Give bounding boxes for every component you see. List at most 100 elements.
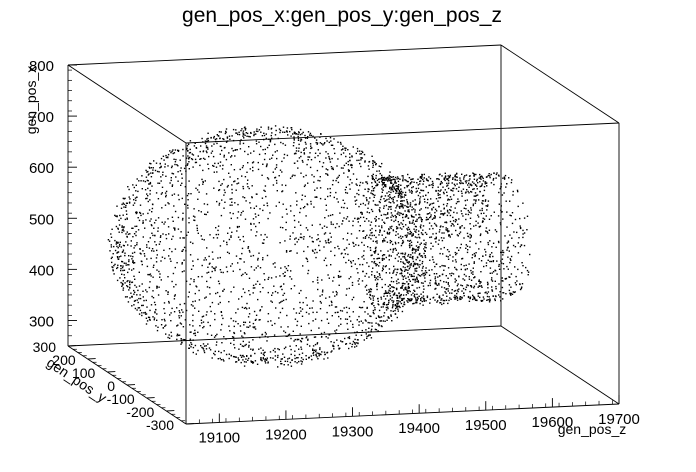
data-point-sphere-2104 — [327, 188, 328, 189]
data-point-sphere-1113 — [394, 310, 395, 311]
data-point-cylinder-90 — [478, 281, 479, 282]
data-point-sphere-293 — [150, 275, 151, 276]
data-point-cylinder-381 — [384, 231, 385, 232]
data-point-sphere-428 — [240, 148, 241, 149]
data-point-cylinder-1085 — [381, 178, 382, 179]
data-point-cylinder-462 — [430, 280, 431, 281]
data-point-sphere-1901 — [227, 271, 228, 272]
data-point-cylinder-1041 — [520, 289, 521, 290]
data-point-sphere-1837 — [259, 337, 260, 338]
data-point-cylinder-900 — [405, 235, 406, 236]
data-point-sphere-1546 — [327, 319, 328, 320]
data-point-cylinder-825 — [446, 185, 447, 186]
data-point-sphere-813 — [340, 340, 341, 341]
data-point-cylinder-1463 — [402, 283, 403, 284]
data-point-sphere-830 — [126, 214, 127, 215]
data-point-cylinder-1215 — [469, 241, 470, 242]
data-point-sphere-1937 — [384, 312, 385, 313]
data-point-sphere-1596 — [356, 331, 357, 332]
data-point-sphere-1723 — [336, 165, 337, 166]
data-point-sphere-2208 — [216, 143, 217, 144]
data-point-sphere-608 — [213, 143, 214, 144]
data-point-sphere-1625 — [151, 185, 152, 186]
data-point-cylinder-1339 — [443, 208, 444, 209]
data-point-sphere-2030 — [121, 274, 122, 275]
data-point-sphere-35 — [291, 288, 292, 289]
data-point-cylinder-1222 — [501, 262, 502, 263]
data-point-sphere-1465 — [150, 172, 151, 173]
data-point-cylinder-1408 — [446, 282, 447, 283]
data-point-sphere-1502 — [188, 232, 189, 233]
data-point-cylinder-1284 — [482, 183, 483, 184]
data-point-sphere-2464 — [300, 360, 301, 361]
data-point-sphere-1950 — [175, 159, 176, 160]
data-point-sphere-1905 — [333, 180, 334, 181]
data-point-cylinder-842 — [456, 203, 457, 204]
data-point-sphere-1421 — [280, 227, 281, 228]
data-point-sphere-2149 — [182, 149, 183, 150]
data-point-sphere-1567 — [113, 273, 114, 274]
data-point-sphere-203 — [334, 330, 335, 331]
data-point-sphere-725 — [136, 197, 137, 198]
data-point-sphere-2099 — [324, 352, 325, 353]
data-point-cylinder-195 — [383, 187, 384, 188]
data-point-sphere-1776 — [399, 273, 400, 274]
data-point-cylinder-202 — [491, 289, 492, 290]
data-point-sphere-119 — [125, 241, 126, 242]
data-point-sphere-2528 — [336, 291, 337, 292]
data-point-sphere-57 — [352, 285, 353, 286]
data-point-cylinder-778 — [461, 195, 462, 196]
data-point-sphere-2239 — [276, 164, 277, 165]
data-point-sphere-99 — [383, 320, 384, 321]
data-point-sphere-2415 — [244, 365, 245, 366]
data-point-cylinder-1370 — [421, 282, 422, 283]
data-point-sphere-1779 — [187, 205, 188, 206]
data-point-cylinder-1252 — [445, 173, 446, 174]
data-point-sphere-174 — [376, 318, 377, 319]
data-point-sphere-1983 — [353, 243, 354, 244]
data-point-cylinder-1026 — [495, 229, 496, 230]
data-point-sphere-1315 — [345, 189, 346, 190]
data-point-cylinder-188 — [460, 296, 461, 297]
data-point-cylinder-36 — [352, 225, 353, 226]
data-point-sphere-2062 — [250, 349, 251, 350]
data-point-cylinder-713 — [419, 202, 420, 203]
data-point-sphere-1703 — [235, 129, 236, 130]
data-point-sphere-823 — [125, 205, 126, 206]
data-point-sphere-1968 — [311, 174, 312, 175]
data-point-sphere-1221 — [295, 339, 296, 340]
data-point-sphere-1865 — [256, 194, 257, 195]
data-point-sphere-1906 — [239, 239, 240, 240]
data-point-cylinder-1090 — [479, 191, 480, 192]
data-point-sphere-1607 — [255, 226, 256, 227]
data-point-sphere-1681 — [419, 266, 420, 267]
data-point-cylinder-640 — [387, 295, 388, 296]
data-point-sphere-1699 — [346, 163, 347, 164]
data-point-sphere-446 — [382, 287, 383, 288]
data-point-cylinder-435 — [395, 220, 396, 221]
data-point-sphere-2198 — [309, 345, 310, 346]
data-point-sphere-542 — [221, 359, 222, 360]
data-point-sphere-1532 — [257, 281, 258, 282]
data-point-cylinder-479 — [397, 213, 398, 214]
data-point-cylinder-160 — [510, 258, 511, 259]
data-point-cylinder-869 — [475, 174, 476, 175]
data-point-sphere-2410 — [156, 192, 157, 193]
data-point-sphere-333 — [135, 190, 136, 191]
data-point-sphere-451 — [241, 335, 242, 336]
data-point-cylinder-427 — [441, 265, 442, 266]
data-point-sphere-2517 — [335, 312, 336, 313]
data-point-cylinder-464 — [365, 286, 366, 287]
data-point-cylinder-820 — [424, 177, 425, 178]
data-point-sphere-674 — [243, 356, 244, 357]
data-point-cylinder-524 — [522, 265, 523, 266]
data-point-sphere-1990 — [111, 266, 112, 267]
data-point-sphere-2403 — [331, 302, 332, 303]
data-point-cylinder-56 — [458, 218, 459, 219]
data-point-cylinder-904 — [374, 195, 375, 196]
data-point-sphere-371 — [231, 198, 232, 199]
data-point-sphere-1573 — [205, 140, 206, 141]
data-point-cylinder-96 — [420, 294, 421, 295]
data-point-sphere-1898 — [276, 167, 277, 168]
data-point-sphere-1373 — [220, 185, 221, 186]
